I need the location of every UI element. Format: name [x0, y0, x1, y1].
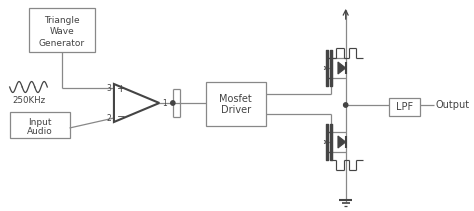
Polygon shape [338, 62, 346, 74]
Text: LPF: LPF [396, 102, 413, 112]
Text: Triangle: Triangle [44, 15, 80, 24]
Text: Audio: Audio [27, 127, 53, 137]
Text: −: − [117, 112, 126, 122]
Circle shape [344, 103, 348, 107]
Text: Driver: Driver [220, 105, 251, 115]
Circle shape [171, 101, 175, 105]
Text: Wave: Wave [49, 27, 74, 35]
Bar [389, 98, 420, 116]
Text: 250KHz: 250KHz [12, 96, 46, 104]
Text: 3: 3 [107, 84, 111, 92]
Text: Mosfet: Mosfet [219, 94, 252, 104]
Polygon shape [114, 84, 159, 122]
Text: +: + [118, 84, 126, 94]
Bar [206, 82, 265, 126]
Bar [9, 112, 70, 138]
Text: Generator: Generator [39, 38, 85, 47]
Text: Output: Output [436, 100, 470, 110]
Polygon shape [338, 136, 346, 148]
Bar [29, 8, 95, 52]
Text: 2: 2 [107, 114, 111, 123]
Text: 1: 1 [162, 99, 166, 107]
Text: Input: Input [28, 118, 51, 127]
